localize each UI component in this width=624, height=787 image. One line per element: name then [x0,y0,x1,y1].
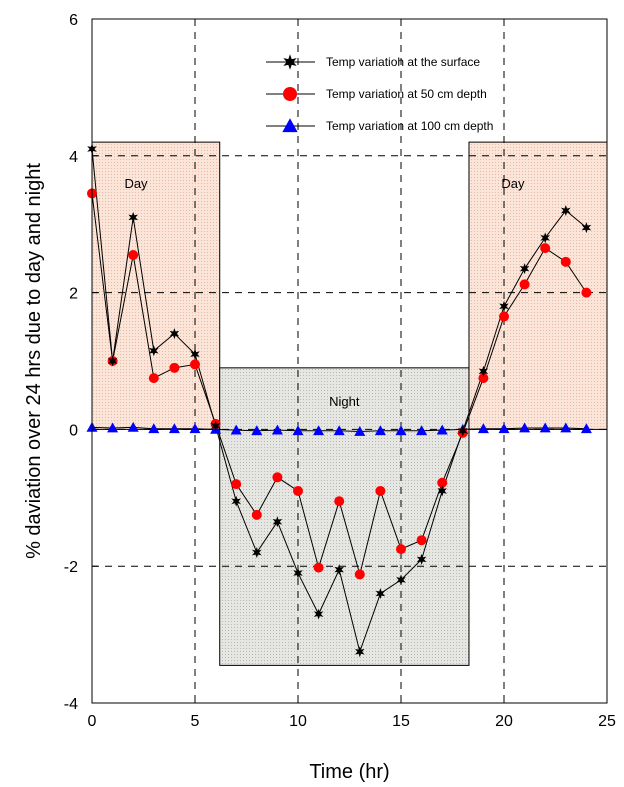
y-tick-label-4: 4 [69,149,78,166]
point-2-19 [477,423,489,434]
point-0-2 [128,211,138,223]
x-tick-label-1: 5 [191,713,200,730]
point-0-17 [437,485,447,497]
point-0-21 [519,263,530,275]
legend-marker-0 [283,54,297,70]
point-2-4 [168,423,180,434]
region-day-0 [91,141,221,430]
point-1-8 [251,509,262,520]
point-2-17 [436,424,448,435]
point-0-24 [581,222,592,234]
point-0-22 [540,232,550,244]
point-0-9 [272,516,283,528]
point-2-1 [107,422,119,433]
y-tick-label-2: 0 [69,422,78,439]
x-tick-label-4: 20 [495,713,513,730]
point-2-10 [292,425,304,436]
region-label-0: Day [124,176,148,191]
point-1-4 [169,362,180,373]
plot-frame [91,18,608,704]
point-0-19 [478,365,489,377]
point-1-24 [581,287,592,298]
legend-label-1: Temp variation at 50 cm depth [326,87,487,101]
y-tick-label-1: -2 [64,559,78,576]
point-1-23 [560,256,571,267]
point-0-5 [190,348,200,360]
point-0-3 [149,345,159,357]
region-label-1: Night [329,394,360,409]
x-tick-label-5: 25 [598,713,616,730]
point-2-20 [498,423,510,434]
point-2-12 [333,425,345,436]
point-2-21 [519,422,531,433]
point-1-22 [540,243,551,254]
y-tick-label-0: -4 [64,696,78,713]
point-2-9 [271,424,283,435]
point-2-22 [539,422,551,433]
x-tick-label-2: 10 [289,713,307,730]
shaded-regions: Day Night Day [91,141,608,666]
point-1-12 [334,496,345,507]
point-1-11 [313,562,324,573]
point-2-5 [189,423,201,434]
point-0-13 [355,646,365,658]
legend-marker-2 [282,118,298,133]
region-day-2 [468,141,608,430]
axis-ticks: 0 5 10 15 20 25 -4 -2 0 2 4 6 [64,12,616,730]
y-axis-label: % daviation over 24 hrs due to day and n… [23,163,45,559]
point-0-12 [334,564,344,576]
point-0-8 [252,547,262,559]
x-tick-label-3: 15 [392,713,410,730]
point-1-13 [354,569,365,580]
point-1-17 [437,477,448,488]
point-0-20 [499,300,509,312]
point-2-7 [230,424,242,435]
point-1-15 [396,544,406,555]
point-2-11 [313,425,325,436]
point-2-23 [560,422,572,433]
legend-label-0: Temp variatioh at the surface [326,55,480,69]
point-0-6 [210,420,221,432]
point-1-21 [519,279,530,290]
point-0-14 [375,588,386,600]
point-1-19 [478,373,489,384]
legend-label-2: Temp variation at 100 cm depth [326,119,493,133]
point-1-3 [148,373,159,384]
y-tick-label-3: 2 [69,286,78,303]
point-0-4 [169,328,180,340]
x-tick-label-0: 0 [88,713,97,730]
point-2-14 [374,425,386,436]
point-0-16 [416,553,427,565]
point-0-7 [231,495,241,507]
legend-marker-1 [283,87,297,101]
point-0-18 [458,425,468,437]
series-markers [86,143,592,658]
point-2-3 [148,423,160,434]
point-2-16 [416,425,428,436]
legend: Temp variatioh at the surface Temp variat… [266,54,493,133]
point-0-11 [313,608,324,620]
point-0-10 [293,567,303,579]
point-2-13 [354,425,366,436]
region-label-2: Day [501,176,525,191]
point-1-9 [272,472,283,483]
point-2-15 [395,425,407,436]
point-1-2 [128,249,139,260]
point-1-20 [499,311,509,322]
point-1-7 [231,479,242,490]
point-0-23 [561,205,571,217]
x-axis-label: Time (hr) [309,761,389,783]
point-1-10 [293,485,303,496]
y-tick-label-5: 6 [69,12,78,29]
point-1-5 [190,359,200,370]
point-2-2 [127,421,139,432]
point-1-14 [375,485,386,496]
point-2-24 [580,423,592,434]
point-0-1 [107,355,118,367]
point-0-15 [396,574,406,586]
point-2-8 [251,425,263,436]
point-1-16 [416,535,427,546]
